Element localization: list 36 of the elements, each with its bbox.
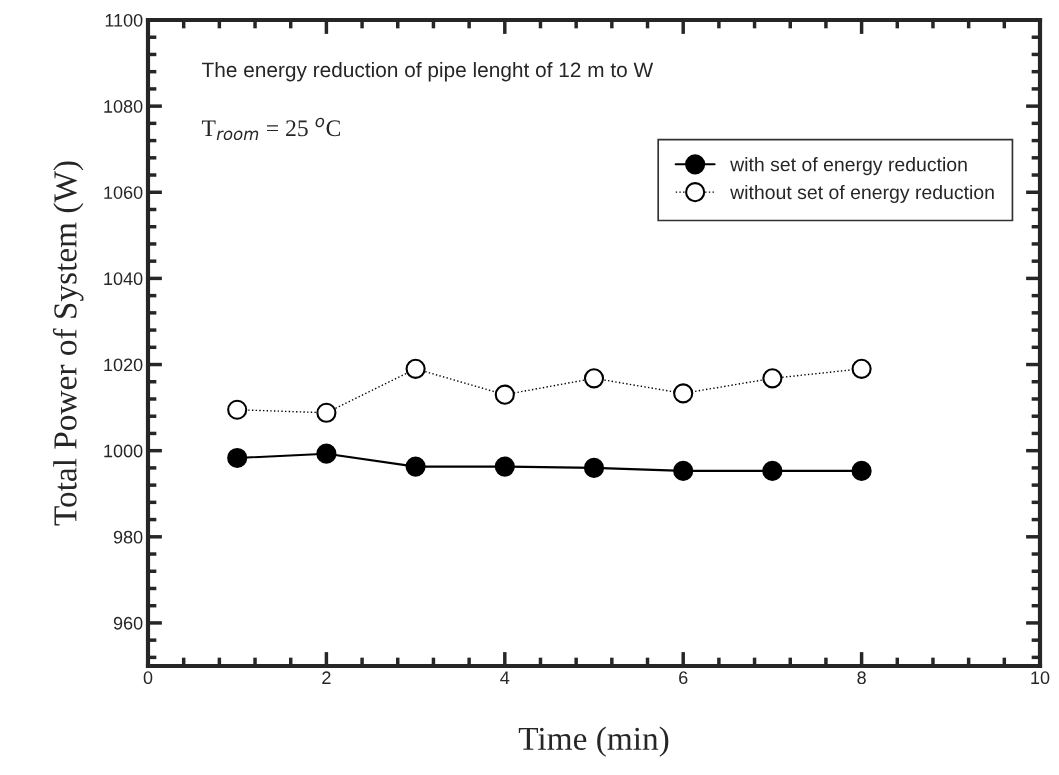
y-tick-label: 1080	[104, 100, 143, 113]
y-axis-title: Total Power of System (W)	[52, 161, 84, 526]
x-tick-label: 10	[1031, 671, 1050, 685]
x-tick-label: 4	[500, 671, 510, 684]
point	[673, 383, 694, 404]
x-tick-label: 0	[143, 671, 153, 685]
legend-label: with set of energy reduction	[730, 157, 967, 176]
point	[494, 456, 515, 477]
x-tick-label: 6	[679, 671, 688, 685]
point	[851, 460, 872, 481]
point	[227, 399, 248, 420]
x-tick-label: 2	[322, 671, 331, 684]
y-tick-label: 960	[113, 616, 143, 630]
annotation: The energy reduction of pipe lenght of 12 m to W	[201, 61, 654, 82]
point	[494, 384, 515, 405]
point	[762, 460, 783, 481]
x-axis-title: Time (min)	[518, 726, 669, 757]
y-tick-label: 1040	[104, 272, 143, 286]
y-tick-label: 1060	[104, 186, 143, 199]
point	[583, 368, 605, 389]
point	[405, 456, 426, 477]
point	[673, 460, 694, 481]
annotation: T$_{room}$ = 25 $^{o}$C	[201, 117, 340, 141]
point	[316, 402, 337, 423]
point	[583, 457, 605, 478]
legend-label: without set of energy reduction	[730, 184, 994, 204]
y-tick-label: 1100	[105, 13, 143, 27]
point	[227, 447, 248, 469]
point	[316, 443, 337, 464]
y-tick-label: 980	[113, 530, 143, 544]
point	[762, 368, 783, 389]
y-tick-label: 1000	[104, 444, 143, 458]
x-tick-label: 8	[857, 671, 866, 685]
point	[851, 358, 872, 379]
y-tick-label: 1020	[104, 358, 143, 372]
point	[405, 358, 426, 379]
